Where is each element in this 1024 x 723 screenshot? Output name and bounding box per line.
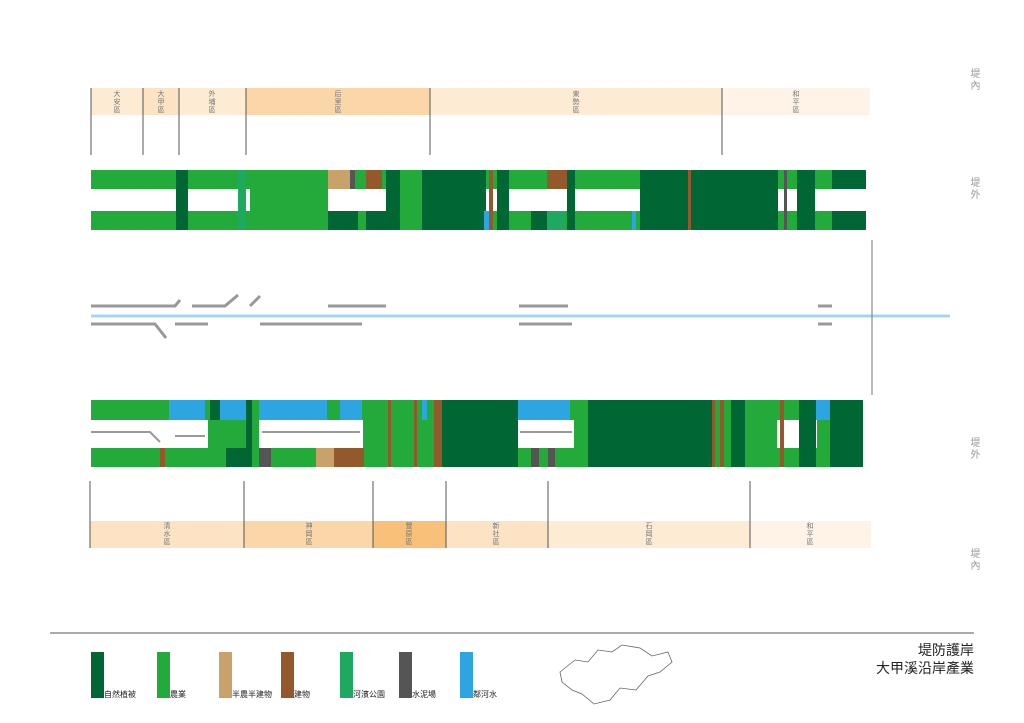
legend-label: 河濱公園 [353,690,385,699]
north-district-label: 東勢區 [572,90,580,114]
map-outline-icon [559,644,673,705]
south-district-label: 和平區 [806,522,814,546]
legend-swatch [281,652,294,698]
legend-swatch [460,652,473,698]
legend-swatch [91,652,104,698]
north-district-band [90,88,870,155]
north-landuse-band [91,170,866,230]
river-area [91,240,950,395]
south-district-label: 清水區 [163,522,171,546]
legend-swatch [399,652,412,698]
legend-label: 鄰河水 [473,690,497,699]
side-label-bottom-inner: 堤內 [968,548,979,572]
north-district-label: 大甲區 [157,90,165,114]
north-district-label: 大安區 [113,90,121,114]
south-district-label: 神岡區 [305,522,313,546]
north-district-label: 后里區 [334,90,342,114]
north-district-label: 外埔區 [208,90,216,114]
legend-label: 農業 [170,690,186,699]
south-district-label: 豐原區 [405,522,413,546]
title-line-2: 大甲溪沿岸產業 [876,661,974,677]
south-landuse-band [91,400,863,467]
side-label-top-outer: 堤外 [968,177,979,201]
legend-swatch [157,652,170,698]
south-district-band [89,481,871,548]
legend-swatch [340,652,353,698]
south-district-label: 新社區 [492,522,500,546]
legend-label: 半農半建物 [232,690,272,699]
side-label-bottom-outer: 堤外 [968,437,979,461]
diagram-title: 堤防護岸 大甲溪沿岸產業 [876,642,974,678]
side-label-top-inner: 堤內 [968,68,979,92]
legend-swatch [219,652,232,698]
title-line-1: 堤防護岸 [918,643,974,659]
legend-label: 自然植被 [104,690,136,699]
north-district-label: 和平區 [792,90,800,114]
legend-label: 水泥場 [412,690,436,699]
legend-label: 建物 [294,690,310,699]
south-district-label: 石岡區 [645,522,653,546]
